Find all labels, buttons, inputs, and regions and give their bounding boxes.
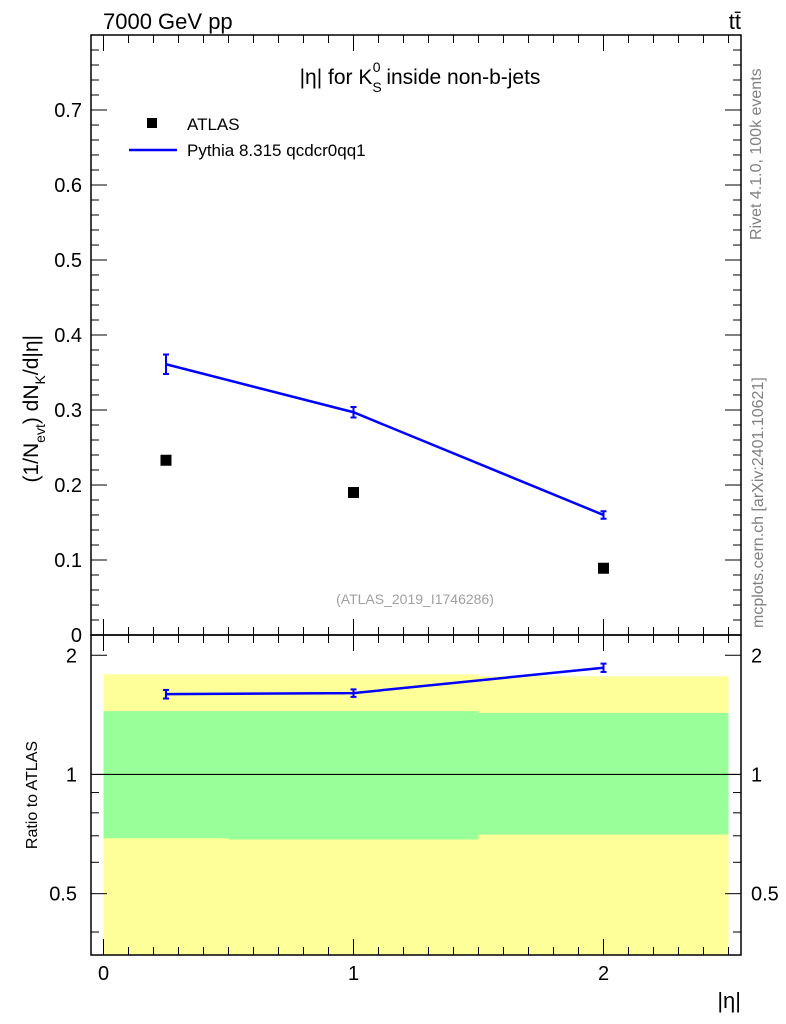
main-ytick-label: 0.7 — [54, 100, 82, 122]
ratio-data — [163, 662, 607, 700]
process-label: tt̄ — [729, 9, 741, 34]
plot-title-pre: |η| for K — [300, 66, 373, 89]
main-ylabel-s1: evt — [32, 424, 48, 443]
ratio-frame — [90, 634, 742, 956]
ratio-xtick-label: 0 — [98, 963, 109, 985]
main-ylabel-p2: ) dN — [20, 384, 43, 424]
main-ytick-label: 0.1 — [54, 550, 82, 572]
ratio-ytick-label-right: 1 — [751, 764, 762, 786]
legend-atlas-label: ATLAS — [187, 115, 240, 134]
main-ticks — [91, 34, 741, 636]
legend-pythia-label: Pythia 8.315 qcdcr0qq1 — [187, 141, 366, 160]
ratio-ytick-label-right: 0.5 — [751, 884, 779, 906]
mcplots-label: mcplots.cern.ch [arXiv:2401.10621] — [750, 377, 767, 628]
ratio-ticks — [91, 635, 741, 955]
main-ylabel: (1/Nevt) dNK/d|η| — [20, 335, 48, 483]
ratio-stat-band — [478, 712, 729, 835]
plot-title: |η| for KS 0 inside non-b-jets — [300, 59, 541, 95]
main-ytick-label: 0 — [71, 625, 82, 647]
atlas-data-point — [160, 454, 172, 466]
legend-atlas-marker — [147, 118, 157, 128]
main-ylabel-p3: /d|η| — [20, 335, 43, 375]
ratio-ytick-label-left: 0.5 — [49, 884, 77, 906]
plot-title-post: inside non-b-jets — [381, 66, 541, 89]
energy-label: 7000 GeV pp — [103, 9, 233, 34]
ratio-panel: 0.5 0.5 1 1 2 2 0 1 2 Ratio to ATLAS |η| — [24, 634, 779, 1013]
plot-title-sup: 0 — [373, 59, 381, 75]
plot-title-sub: S — [372, 79, 381, 95]
main-panel: 0 0.1 0.2 0.3 0.4 0.5 0.6 0.7 |η| for KS 0 insid… — [20, 34, 742, 647]
atlas-data-point — [348, 487, 359, 498]
ratio-ytick-labels: 0.5 0.5 1 1 2 2 — [49, 645, 779, 905]
main-ytick-labels: 0 0.1 0.2 0.3 0.4 0.5 0.6 0.7 — [54, 100, 82, 647]
ratio-stat-band — [228, 711, 479, 840]
ratio-bands — [103, 674, 729, 955]
ratio-xtick-label: 2 — [598, 963, 609, 985]
main-ytick-label: 0.5 — [54, 250, 82, 272]
main-ytick-label: 0.3 — [54, 400, 82, 422]
ratio-ytick-label-right: 2 — [751, 645, 762, 667]
main-ytick-label: 0.4 — [54, 325, 82, 347]
xaxis-label: |η| — [717, 988, 741, 1013]
main-ytick-label: 0.6 — [54, 175, 82, 197]
legend: ATLAS Pythia 8.315 qcdcr0qq1 — [129, 115, 366, 160]
main-ytick-label: 0.2 — [54, 475, 82, 497]
main-ylabel-p1: (1/N — [20, 443, 43, 483]
analysis-watermark: (ATLAS_2019_I1746286) — [336, 591, 494, 607]
main-ylabel-s2: K — [32, 374, 48, 384]
ratio-ytick-label-left: 1 — [66, 764, 77, 786]
ratio-ylabel: Ratio to ATLAS — [24, 741, 41, 849]
ratio-ytick-label-left: 2 — [66, 645, 77, 667]
rivet-label: Rivet 4.1.0, 100k events — [748, 68, 765, 240]
ratio-xtick-labels: 0 1 2 — [98, 963, 609, 985]
atlas-data-point — [598, 562, 609, 574]
pythia-line — [165, 363, 604, 517]
main-data — [160, 353, 609, 574]
ratio-xtick-label: 1 — [348, 963, 359, 985]
